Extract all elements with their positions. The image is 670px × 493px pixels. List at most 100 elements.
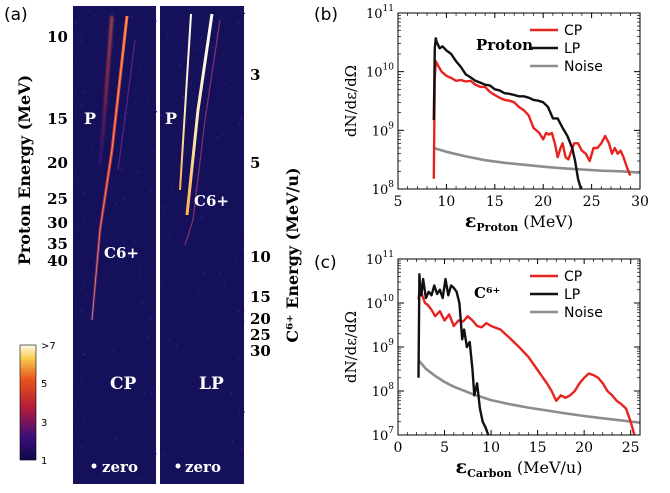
noise-speck bbox=[122, 242, 124, 244]
noise-speck bbox=[73, 367, 75, 369]
x-tick-label: 10 bbox=[482, 440, 500, 456]
noise-speck bbox=[180, 455, 182, 457]
noise-speck bbox=[80, 84, 82, 86]
noise-speck bbox=[113, 146, 115, 148]
noise-speck bbox=[95, 218, 97, 221]
noise-speck bbox=[194, 243, 197, 246]
cp-label: CP bbox=[110, 374, 137, 394]
noise-speck bbox=[242, 248, 244, 251]
noise-speck bbox=[178, 62, 180, 64]
noise-speck bbox=[202, 308, 204, 310]
noise-speck bbox=[136, 241, 138, 243]
noise-speck bbox=[92, 351, 95, 353]
noise-speck bbox=[201, 115, 203, 118]
c6-label-lp: C6+ bbox=[194, 192, 229, 210]
x-tick-label: 25 bbox=[583, 194, 601, 210]
legend-label: CP bbox=[564, 269, 582, 285]
noise-speck bbox=[150, 469, 152, 471]
noise-speck bbox=[236, 258, 238, 260]
noise-speck bbox=[112, 45, 114, 47]
noise-speck bbox=[102, 320, 104, 322]
noise-speck bbox=[192, 385, 194, 387]
noise-speck bbox=[224, 199, 226, 201]
plot-frame bbox=[397, 12, 641, 190]
noise-speck bbox=[110, 49, 112, 51]
proton-tick-label: 15 bbox=[47, 110, 68, 128]
noise-speck bbox=[229, 188, 231, 190]
noise-speck bbox=[132, 477, 134, 479]
x-tick-label: 5 bbox=[440, 440, 449, 456]
noise-speck bbox=[161, 477, 163, 479]
noise-speck bbox=[207, 145, 209, 147]
noise-speck bbox=[85, 419, 87, 421]
noise-speck bbox=[239, 117, 241, 119]
noise-speck bbox=[184, 342, 186, 344]
noise-speck bbox=[80, 41, 82, 43]
noise-speck bbox=[172, 93, 174, 95]
series-line-lp bbox=[432, 37, 583, 189]
noise-speck bbox=[129, 351, 131, 353]
noise-speck bbox=[84, 92, 86, 94]
noise-speck bbox=[137, 445, 139, 447]
noise-speck bbox=[197, 479, 199, 481]
noise-speck bbox=[113, 55, 115, 57]
noise-speck bbox=[185, 37, 188, 39]
noise-speck bbox=[77, 182, 79, 184]
noise-speck bbox=[111, 126, 113, 128]
noise-speck bbox=[129, 344, 131, 346]
noise-speck bbox=[120, 442, 122, 444]
noise-speck bbox=[123, 198, 125, 200]
noise-speck bbox=[110, 216, 112, 218]
noise-speck bbox=[150, 189, 152, 191]
noise-speck bbox=[111, 468, 113, 470]
noise-speck bbox=[120, 109, 122, 111]
noise-speck bbox=[101, 473, 103, 475]
noise-speck bbox=[86, 7, 89, 9]
noise-speck bbox=[114, 282, 116, 284]
noise-speck bbox=[80, 151, 82, 154]
noise-speck bbox=[112, 349, 114, 351]
noise-speck bbox=[87, 386, 89, 388]
noise-speck bbox=[79, 58, 81, 60]
noise-speck bbox=[80, 174, 82, 176]
noise-speck bbox=[223, 284, 225, 286]
carbon-axis-label: C⁶⁺ Energy (MeV/u) bbox=[283, 167, 302, 342]
carbon-spectrum-chart: 107 108 109 1010 1011 0 5 10 15 20 25 C⁶⁺ CP LP Noise d… bbox=[342, 250, 641, 480]
noise-speck bbox=[148, 100, 150, 102]
noise-speck bbox=[194, 331, 196, 333]
noise-speck bbox=[129, 86, 131, 88]
legend-label: Noise bbox=[564, 59, 603, 75]
noise-speck bbox=[203, 470, 206, 472]
noise-speck bbox=[224, 174, 227, 176]
noise-speck bbox=[204, 258, 206, 260]
plot-frame bbox=[397, 258, 641, 436]
noise-speck bbox=[101, 56, 103, 58]
noise-speck bbox=[185, 20, 187, 22]
noise-speck bbox=[135, 447, 137, 450]
detector-noise bbox=[73, 6, 246, 481]
noise-speck bbox=[144, 391, 146, 393]
panel-label-b: (b) bbox=[314, 5, 338, 25]
x-tick-label: 30 bbox=[631, 194, 649, 210]
noise-speck bbox=[74, 381, 76, 383]
noise-speck bbox=[143, 20, 145, 23]
noise-speck bbox=[224, 386, 226, 388]
plot-area: 107 108 109 1010 1011 0 5 10 15 20 25 bbox=[366, 250, 641, 456]
noise-speck bbox=[124, 127, 126, 129]
noise-speck bbox=[219, 474, 221, 476]
noise-speck bbox=[181, 392, 184, 394]
noise-speck bbox=[135, 37, 137, 40]
noise-speck bbox=[142, 462, 144, 464]
noise-speck bbox=[238, 22, 240, 24]
noise-speck bbox=[217, 136, 219, 138]
legend-label: CP bbox=[564, 23, 582, 39]
noise-speck bbox=[164, 325, 166, 327]
noise-speck bbox=[179, 65, 181, 67]
noise-speck bbox=[84, 396, 86, 398]
p-label-lp: P bbox=[165, 109, 177, 128]
noise-speck bbox=[83, 353, 85, 355]
y-tick-label: 107 bbox=[372, 426, 395, 444]
noise-speck bbox=[217, 306, 219, 308]
